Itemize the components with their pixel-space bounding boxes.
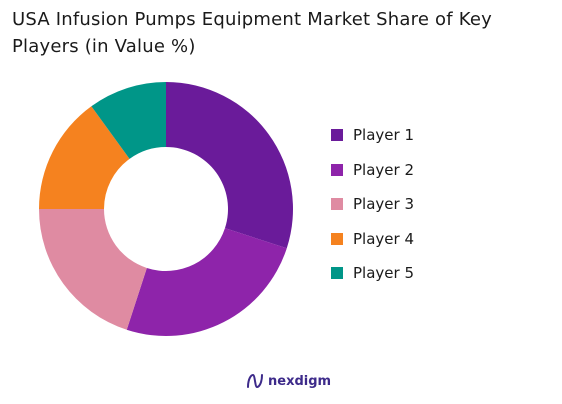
donut-slice-player-5 <box>91 82 166 159</box>
legend-item-player-3: Player 3 <box>331 187 414 222</box>
legend-label-player-1: Player 1 <box>353 126 414 145</box>
legend: Player 1 Player 2 Player 3 Player 4 Play… <box>331 118 414 291</box>
legend-swatch-player-2 <box>331 163 343 176</box>
legend-swatch-player-5 <box>331 267 343 280</box>
legend-item-player-2: Player 2 <box>331 153 414 188</box>
donut-slice-player-3 <box>38 209 147 330</box>
donut-slice-player-2 <box>126 228 287 336</box>
legend-label-player-5: Player 5 <box>353 264 414 283</box>
legend-swatch-player-1 <box>331 129 343 142</box>
legend-label-player-3: Player 3 <box>353 195 414 214</box>
legend-swatch-player-4 <box>331 232 343 245</box>
legend-label-player-4: Player 4 <box>353 229 414 248</box>
legend-item-player-5: Player 5 <box>331 256 414 291</box>
donut-slice-player-4 <box>39 106 130 209</box>
legend-label-player-2: Player 2 <box>353 160 414 179</box>
nexdigm-logo-icon <box>247 373 263 389</box>
brand-logo: nexdigm <box>246 373 331 389</box>
donut-slice-player-1 <box>166 82 293 249</box>
brand-name: nexdigm <box>268 373 332 389</box>
legend-item-player-4: Player 4 <box>331 222 414 257</box>
legend-swatch-player-3 <box>331 198 343 211</box>
donut-slices <box>38 82 293 336</box>
chart-title: USA Infusion Pumps Equipment Market Shar… <box>12 9 492 57</box>
legend-item-player-1: Player 1 <box>331 118 414 153</box>
